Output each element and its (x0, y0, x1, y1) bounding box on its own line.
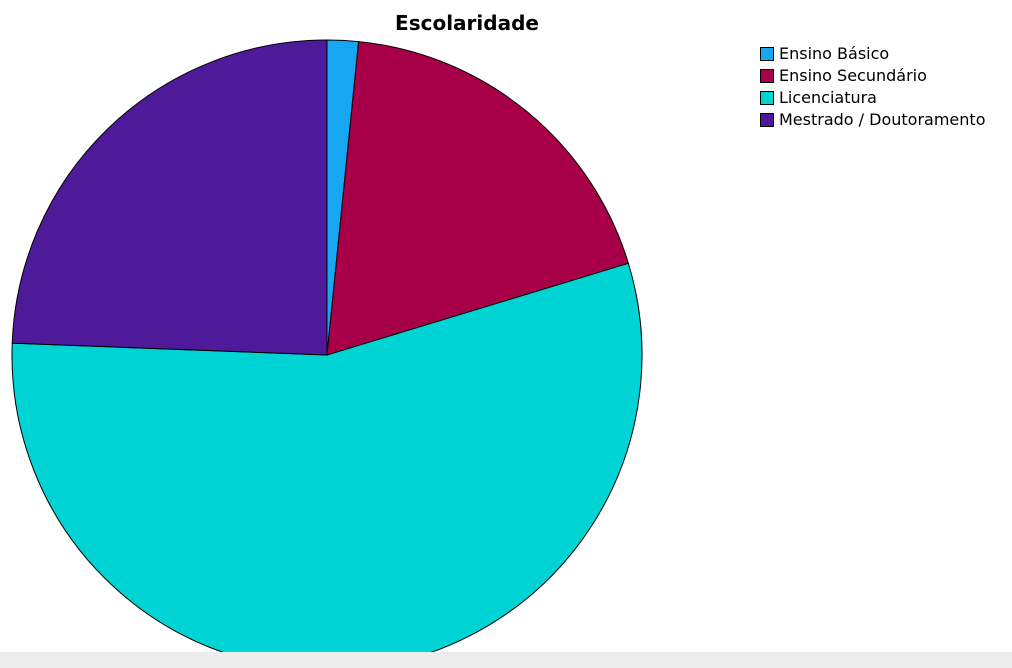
legend-swatch (760, 69, 774, 83)
legend-item: Ensino Secundário (760, 65, 985, 87)
legend-item: Ensino Básico (760, 43, 985, 65)
pie-slice-2 (326, 41, 629, 356)
legend-item: Licenciatura (760, 87, 985, 109)
legend-swatch (760, 91, 774, 105)
legend-label: Mestrado / Doutoramento (779, 110, 986, 129)
legend-label: Ensino Secundário (779, 66, 927, 85)
legend-swatch (760, 47, 774, 61)
chart-title: Escolaridade (395, 11, 539, 35)
window-bottom-edge (0, 652, 1012, 668)
legend-item: Mestrado / Doutoramento (760, 109, 985, 131)
chart-legend: Ensino Básico Ensino Secundário Licencia… (760, 43, 985, 131)
legend-label: Ensino Básico (779, 44, 890, 63)
pie-slice-4 (11, 39, 328, 356)
legend-label: Licenciatura (779, 88, 877, 107)
legend-swatch (760, 113, 774, 127)
